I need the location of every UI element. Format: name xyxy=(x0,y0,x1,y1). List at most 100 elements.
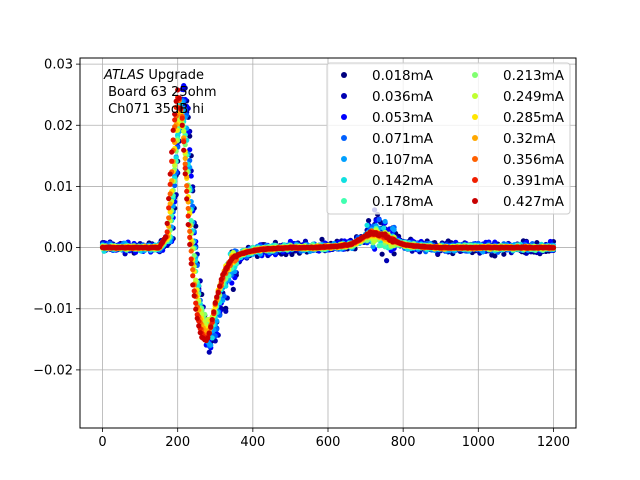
data-point xyxy=(169,158,175,164)
legend-marker xyxy=(472,198,478,204)
series-0.427mA xyxy=(99,87,557,344)
legend-marker xyxy=(341,135,347,141)
data-point xyxy=(181,128,187,134)
data-point xyxy=(172,162,178,168)
axis-ticks: 0 200 400 600 800 1000 1200 −0.02 −0.01 0.00 0.01 0… xyxy=(33,58,570,450)
y-tick-label: −0.01 xyxy=(33,302,73,317)
data-point xyxy=(193,300,199,306)
legend-marker xyxy=(472,135,478,141)
data-point xyxy=(164,229,170,235)
data-point xyxy=(191,252,197,259)
x-tick-label: 1200 xyxy=(537,435,570,450)
data-point xyxy=(378,242,384,248)
data-point xyxy=(173,104,179,110)
x-tick-label: 400 xyxy=(240,435,265,450)
data-point xyxy=(169,149,175,155)
data-point xyxy=(188,256,194,262)
annotation-line-1: ATLAS Upgrade xyxy=(103,68,204,83)
legend-label: 0.32mA xyxy=(503,131,556,147)
x-tick-label: 800 xyxy=(391,435,416,450)
legend-label: 0.356mA xyxy=(503,152,565,168)
data-point xyxy=(230,286,236,292)
data-point xyxy=(365,217,372,224)
data-point xyxy=(188,173,194,179)
data-point xyxy=(166,195,172,202)
data-point xyxy=(187,241,193,248)
data-point xyxy=(185,205,191,212)
data-point xyxy=(370,244,376,250)
legend-marker xyxy=(472,93,478,99)
data-point xyxy=(184,183,190,189)
data-point xyxy=(190,267,196,273)
data-point xyxy=(190,282,196,288)
legend: 0.018mA 0.036mA 0.053mA 0.071mA 0.107mA 0.142… xyxy=(326,62,571,215)
data-point xyxy=(391,227,397,233)
data-point xyxy=(550,245,557,251)
data-point xyxy=(184,196,190,202)
data-point xyxy=(209,316,215,323)
data-point xyxy=(212,300,218,306)
data-point xyxy=(191,288,197,294)
y-tick-label: 0.00 xyxy=(44,241,73,256)
annotation-upgrade: Upgrade xyxy=(144,68,204,83)
data-point xyxy=(187,234,193,240)
legend-marker xyxy=(341,93,347,99)
data-point xyxy=(172,111,178,117)
legend-marker xyxy=(472,177,478,183)
data-point xyxy=(196,323,202,329)
y-tick-label: 0.03 xyxy=(44,58,73,73)
data-point xyxy=(492,253,498,259)
data-point xyxy=(501,251,507,257)
data-point xyxy=(167,171,173,177)
data-point xyxy=(211,309,217,315)
x-tick-label: 0 xyxy=(98,435,106,450)
data-point xyxy=(167,181,173,187)
data-point xyxy=(175,87,181,93)
data-point xyxy=(188,261,194,267)
data-point xyxy=(191,293,197,299)
data-point xyxy=(209,335,215,341)
data-point xyxy=(379,251,385,257)
legend-marker xyxy=(341,72,347,78)
legend-label: 0.142mA xyxy=(372,173,434,189)
data-point xyxy=(184,188,190,194)
data-point xyxy=(170,137,176,143)
legend-marker xyxy=(472,114,478,120)
legend-label: 0.036mA xyxy=(372,89,434,105)
data-point xyxy=(319,236,325,242)
data-point xyxy=(181,139,187,145)
data-point xyxy=(214,294,220,300)
annotation-line-2: Board 63 25ohm xyxy=(104,85,217,100)
legend-label: 0.427mA xyxy=(503,194,565,210)
data-point xyxy=(187,133,193,139)
data-point xyxy=(181,147,187,153)
data-point xyxy=(176,95,182,101)
data-point xyxy=(208,342,214,348)
data-point xyxy=(185,221,191,228)
data-point xyxy=(178,105,184,111)
data-point xyxy=(172,182,178,189)
legend-label: 0.053mA xyxy=(372,110,434,126)
data-point xyxy=(188,248,194,254)
legend-marker xyxy=(341,177,347,183)
legend-label: 0.107mA xyxy=(372,152,434,168)
data-point xyxy=(182,171,188,177)
data-point xyxy=(187,147,193,153)
annotation-line-3: Ch071 35dB hi xyxy=(104,102,204,117)
legend-marker xyxy=(472,156,478,162)
legend-label: 0.018mA xyxy=(372,68,434,84)
data-point xyxy=(187,228,193,234)
data-point xyxy=(205,335,211,341)
data-point xyxy=(167,191,173,197)
data-point xyxy=(166,215,172,221)
data-point xyxy=(381,225,387,231)
legend-label: 0.285mA xyxy=(503,110,565,126)
legend-box xyxy=(326,62,571,215)
data-point xyxy=(190,273,196,279)
data-point xyxy=(364,222,370,228)
data-point xyxy=(193,306,199,312)
data-point xyxy=(179,115,185,121)
y-tick-label: 0.01 xyxy=(44,180,73,195)
x-tick-label: 200 xyxy=(165,435,190,450)
